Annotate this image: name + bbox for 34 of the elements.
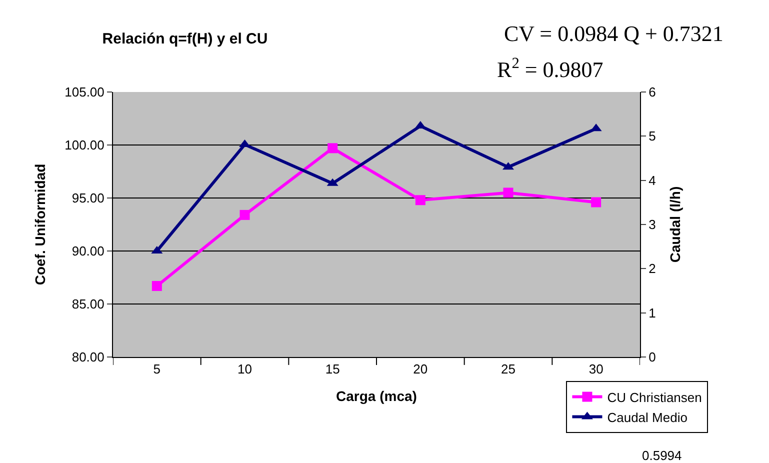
y2-tick-label: 4 [648,172,656,188]
legend-label: CU Christiansen [607,390,702,405]
x-tick-label: 25 [501,362,516,377]
x-tick-label: 20 [413,362,428,377]
x-tick-label: 15 [325,362,340,377]
y2-tick-label: 5 [648,128,656,144]
text: 0.5994 [642,448,682,463]
y2-tick-label: 0 [648,350,656,365]
x-tick-label: 5 [153,362,161,377]
y2-tick-label: 1 [648,305,656,320]
point [503,188,514,198]
x-tick-label: 30 [588,362,604,377]
point [591,197,602,208]
point [415,195,426,206]
text: R$^{2}$ = 0.9807 [497,55,604,82]
y2-tick-label: 3 [648,217,656,232]
y-tick-label: 105.00 [64,84,104,100]
y2-tick-label: 2 [648,261,656,276]
x-tick-label: 10 [238,362,252,377]
point [152,280,162,291]
chart-title: Relación q=f(H) y el CU [102,30,268,48]
legend-label: Caudal Medio [607,410,688,425]
y-tick-label: 90.00 [72,244,104,259]
y2-tick-label: 6 [648,84,656,100]
point [240,210,250,220]
text: CV = 0.0984 Q + 0.7321 [504,21,724,46]
y-tick-label: 95.00 [72,190,104,206]
y2-axis-title: Caudal (l/h) [667,186,684,263]
x-axis-title: Carga (mca) [336,388,417,404]
y-tick-label: 80.00 [72,350,104,365]
y-tick-label: 85.00 [72,296,104,312]
y-axis-title: Coef. Uniformidad [32,164,48,286]
point [328,143,338,154]
y-tick-label: 100.00 [64,138,104,153]
